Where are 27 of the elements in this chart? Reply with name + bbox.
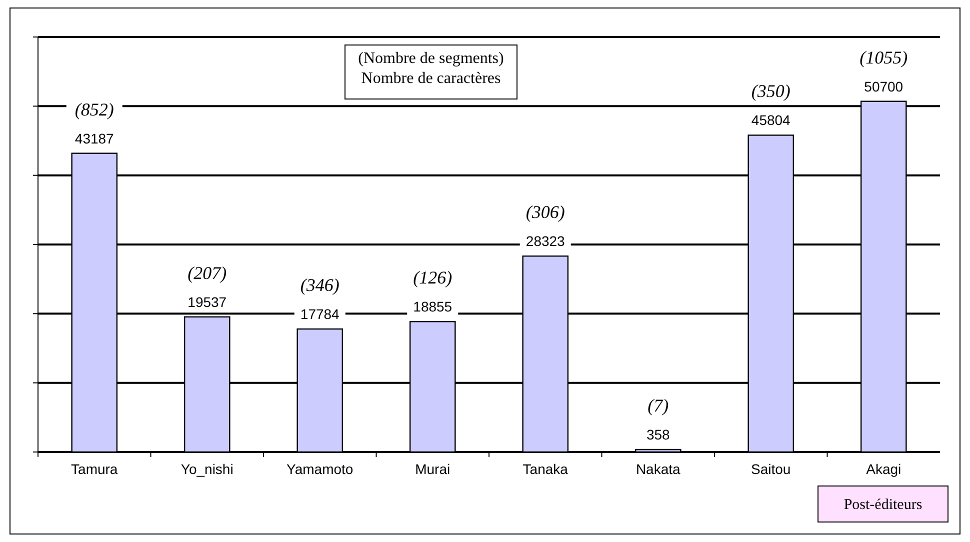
annotation: Nombre de caractères <box>361 70 501 87</box>
data-label: 43187 <box>74 130 114 146</box>
annotation: (852) <box>74 99 114 120</box>
x-tick-label: Tamura <box>71 461 118 477</box>
data-label: 18855 <box>413 298 452 315</box>
data-label: 28323 <box>526 233 566 250</box>
annotation: (126) <box>413 268 452 288</box>
data-label: 19537 <box>188 294 227 310</box>
data-label: 358 <box>646 426 670 443</box>
x-tick-label: Yo_nishi <box>180 461 234 477</box>
x-tick-label: Tanaka <box>522 461 568 477</box>
annotation: (7) <box>648 396 669 416</box>
x-tick-label: Akagi <box>866 461 902 477</box>
annotation: (1055) <box>860 47 908 68</box>
x-tick-label: Yamamoto <box>286 461 354 477</box>
x-tick-label: Saitou <box>751 461 791 477</box>
x-tick-label: Nakata <box>636 461 681 477</box>
annotation: (346) <box>300 274 340 295</box>
annotation: (207) <box>188 262 227 283</box>
annotation: (350) <box>751 81 790 102</box>
data-label: 17784 <box>300 306 340 322</box>
x-tick-label: Murai <box>415 461 450 477</box>
data-label: 45804 <box>751 112 791 128</box>
annotation: (306) <box>526 202 565 222</box>
annotation: (Nombre de segments) <box>358 50 504 67</box>
data-label: 50700 <box>864 78 904 94</box>
x-axis-title: Post-éditeurs <box>844 497 922 513</box>
